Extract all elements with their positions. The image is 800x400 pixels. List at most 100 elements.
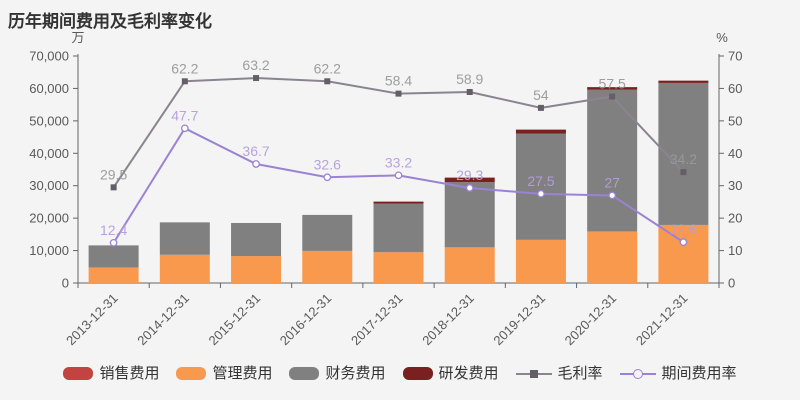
bar-segment-财务费用[interactable]: [159, 222, 210, 255]
line-point-label: 27: [604, 174, 620, 190]
legend-item-sales-expense[interactable]: 销售费用: [63, 366, 159, 381]
bar-segment-财务费用[interactable]: [231, 223, 282, 257]
line-point-marker[interactable]: [465, 184, 474, 192]
x-axis-label: 2018-12-31: [419, 291, 477, 349]
line-point-label: 33.2: [385, 154, 412, 170]
legend-label-sales-expense: 销售费用: [99, 365, 160, 382]
left-axis-tick-label: 0: [62, 276, 69, 291]
line-point-label: 62.2: [171, 60, 198, 76]
legend-item-admin-expense[interactable]: 管理费用: [176, 366, 272, 381]
left-axis-title: 万: [71, 30, 84, 45]
right-axis-tick-label: 20: [728, 211, 742, 226]
bar-segment-研发费用[interactable]: [373, 201, 424, 204]
bar-segment-管理费用[interactable]: [515, 239, 566, 283]
right-axis-tick-label: 50: [728, 113, 742, 128]
admin-expense-swatch-icon: [176, 367, 207, 380]
finance-expense-swatch-icon: [289, 367, 320, 380]
bar-segment-管理费用[interactable]: [88, 267, 139, 283]
left-axis-tick-label: 60,000: [29, 81, 69, 96]
bar-segment-管理费用[interactable]: [159, 254, 210, 283]
bar-segment-管理费用[interactable]: [444, 247, 495, 283]
bar-segment-研发费用[interactable]: [658, 80, 709, 83]
line-point-marker[interactable]: [679, 238, 688, 246]
legend-item-gross-margin[interactable]: 毛利率: [515, 365, 603, 382]
bar-segment-管理费用[interactable]: [658, 224, 709, 283]
chart-legend: 销售费用 管理费用 财务费用 研发费用 毛利率 期间费用率: [0, 366, 800, 381]
chart-canvas[interactable]: 万 % 0 10,000 20,000 30,000 40,000 50,000 60,000 7…: [0, 0, 800, 358]
period-expense-ratio-line-icon: [619, 368, 656, 379]
right-axis-tick-label: 0: [728, 276, 735, 291]
left-axis-tick-label: 70,000: [29, 49, 69, 64]
line-point-marker[interactable]: [323, 173, 332, 182]
line-point-marker[interactable]: [537, 104, 544, 111]
line-point-label: 36.7: [242, 143, 269, 159]
line-point-label: 63.2: [242, 57, 269, 73]
line-point-marker[interactable]: [180, 124, 189, 133]
line-point-label: 12.4: [100, 222, 127, 238]
x-axis-label: 2021-12-31: [633, 291, 691, 349]
legend-label-finance-expense: 财务费用: [325, 365, 386, 382]
line-point-label: 34.2: [670, 151, 697, 167]
line-point-marker[interactable]: [253, 75, 260, 82]
line-point-marker[interactable]: [537, 189, 545, 198]
line-point-marker[interactable]: [394, 171, 403, 180]
line-point-label: 58.9: [456, 71, 483, 87]
line-point-marker[interactable]: [466, 88, 473, 95]
line-point-label: 29.3: [456, 167, 483, 183]
bar-segment-研发费用[interactable]: [515, 129, 566, 134]
line-point-label: 12.6: [670, 221, 697, 237]
line-point-marker[interactable]: [608, 191, 617, 200]
line-point-label: 54: [533, 87, 549, 103]
line-point-marker[interactable]: [609, 93, 616, 100]
bar-segment-财务费用[interactable]: [373, 203, 424, 253]
right-axis-tick-label: 10: [728, 243, 742, 258]
x-axis-label: 2015-12-31: [206, 291, 264, 349]
right-axis-tick-label: 40: [728, 146, 742, 161]
left-axis-tick-label: 10,000: [29, 243, 69, 258]
legend-item-period-expense-ratio[interactable]: 期间费用率: [619, 365, 737, 382]
legend-item-rd-expense[interactable]: 研发费用: [402, 365, 499, 382]
line-point-marker[interactable]: [252, 160, 260, 168]
line-point-marker[interactable]: [110, 184, 117, 191]
left-axis-tick-label: 50,000: [29, 113, 69, 128]
line-point-marker[interactable]: [680, 169, 687, 176]
line-point-marker[interactable]: [395, 90, 402, 97]
bar-segment-财务费用[interactable]: [302, 214, 353, 251]
line-point-label: 32.6: [314, 156, 341, 172]
chart-title: 历年期间费用及毛利率变化: [8, 12, 212, 31]
legend-item-finance-expense[interactable]: 财务费用: [289, 365, 386, 382]
line-point-marker[interactable]: [324, 78, 331, 85]
x-axis-label: 2017-12-31: [348, 291, 406, 349]
legend-label-admin-expense: 管理费用: [212, 365, 273, 382]
line-point-label: 58.4: [385, 73, 412, 89]
legend-label-gross-margin: 毛利率: [557, 365, 603, 382]
line-point-marker[interactable]: [109, 238, 118, 247]
bar-segment-研发费用[interactable]: [587, 87, 638, 90]
line-point-label: 57.5: [599, 76, 626, 92]
sales-expense-swatch-icon: [63, 367, 94, 380]
bar-segment-财务费用[interactable]: [444, 182, 495, 248]
line-point-marker[interactable]: [181, 78, 188, 85]
bar-segment-管理费用[interactable]: [302, 250, 353, 283]
left-axis-tick-label: 40,000: [29, 146, 69, 161]
bar-segment-财务费用[interactable]: [515, 133, 566, 240]
bar-segment-管理费用[interactable]: [231, 256, 282, 283]
bar-segment-管理费用[interactable]: [373, 252, 424, 283]
x-axis-label: 2020-12-31: [562, 291, 620, 349]
left-axis-tick-label: 30,000: [29, 178, 69, 193]
bar-segment-管理费用[interactable]: [587, 231, 638, 283]
right-axis-tick-label: 70: [728, 49, 742, 64]
legend-label-rd-expense: 研发费用: [438, 365, 499, 382]
bar-segment-财务费用[interactable]: [88, 245, 139, 268]
line-point-label: 62.2: [314, 60, 341, 76]
right-axis-tick-label: 60: [728, 81, 742, 96]
left-axis-tick-label: 20,000: [29, 211, 69, 226]
x-axis-label: 2019-12-31: [490, 291, 548, 349]
right-axis-title: %: [716, 30, 728, 45]
rd-expense-swatch-icon: [402, 367, 433, 380]
legend-label-period-expense-ratio: 期间费用率: [661, 365, 737, 382]
bar-segment-研发费用[interactable]: [444, 177, 495, 183]
line-point-label: 27.5: [527, 173, 554, 189]
bar-segment-财务费用[interactable]: [587, 89, 638, 232]
